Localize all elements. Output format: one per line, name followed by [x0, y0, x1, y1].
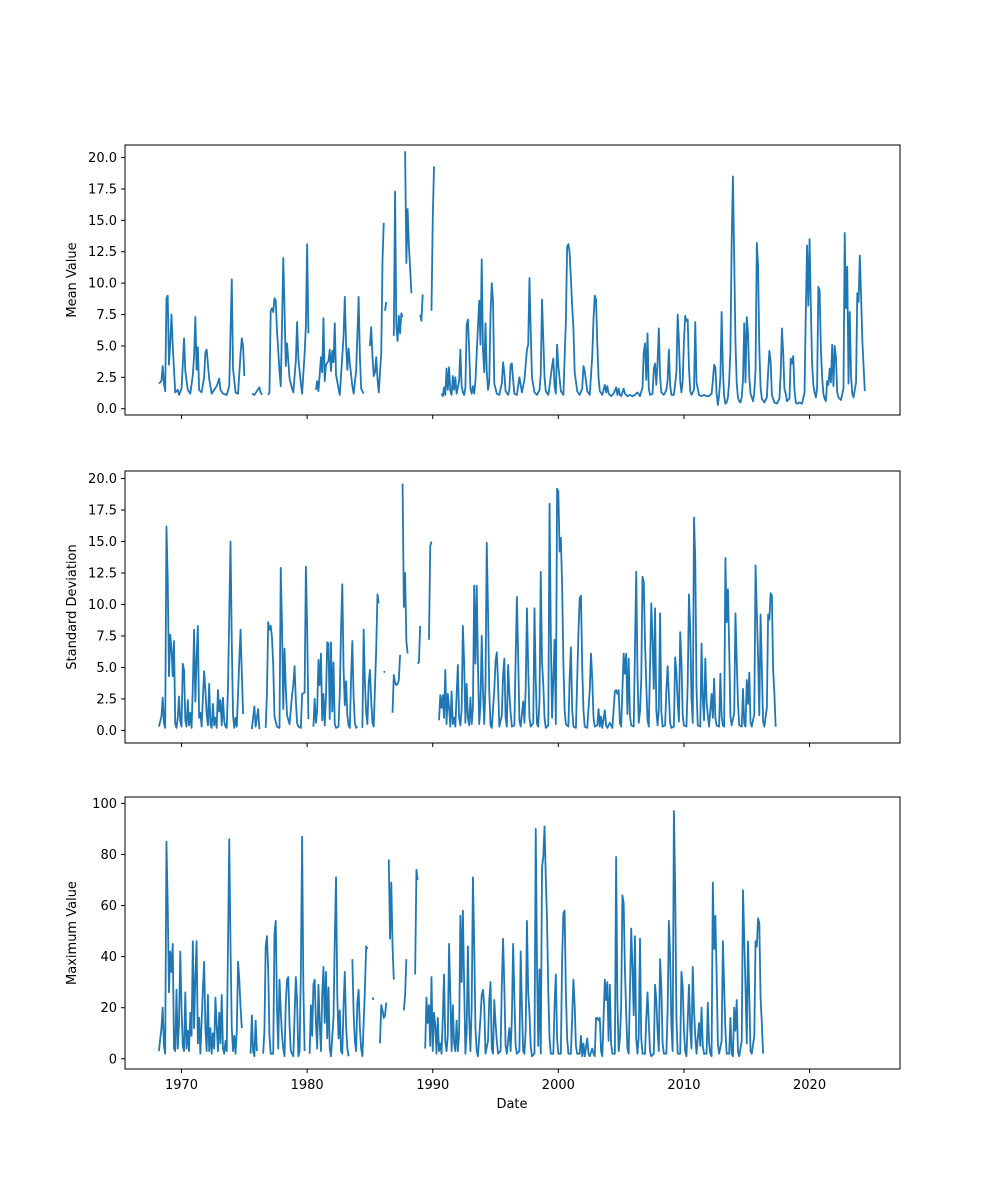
mean-value-y-tick-label: 15.0 — [88, 214, 117, 229]
mean-value-y-tick-label: 0.0 — [96, 402, 117, 417]
standard-deviation-series-line-segment — [250, 705, 261, 730]
standard-deviation-series-line-segment — [361, 593, 380, 728]
maximum-value-x-tick-label: 1970 — [165, 1078, 198, 1093]
maximum-value-x-tick-label: 2010 — [667, 1078, 700, 1093]
mean-value-series-line-segment — [430, 166, 435, 311]
mean-value-series — [158, 151, 866, 406]
x-axis-label: Date — [496, 1097, 527, 1112]
maximum-value-axes-frame — [124, 796, 901, 1070]
subplots: 0.0 2.5 5.0 7.5 10.0 12.5 15.0 17.5 20.0 Mean Val… — [65, 144, 901, 1093]
maximum-value-series-line-segment — [371, 997, 375, 1001]
standard-deviation-y-tick-label: 12.5 — [88, 567, 117, 582]
maximum-value-series-line-segment — [424, 810, 764, 1058]
maximum-value-x-tick-label: 1990 — [416, 1078, 449, 1093]
mean-value-series-line-segment — [419, 294, 424, 322]
mean-value-y-tick-label: 12.5 — [88, 245, 117, 260]
maximum-value-y-axis-label: Maximum Value — [65, 881, 80, 985]
standard-deviation-y-tick-label: 15.0 — [88, 535, 117, 550]
maximum-value-series — [158, 810, 764, 1058]
mean-value-axes-frame — [124, 144, 901, 416]
standard-deviation-series-line-segment — [383, 670, 386, 674]
mean-value-y-tick-label: 7.5 — [96, 308, 117, 323]
maximum-value-y-tick-label: 40 — [100, 950, 117, 965]
maximum-value-y-tick-label: 0 — [109, 1052, 117, 1067]
standard-deviation-series-line-segment — [417, 625, 422, 665]
mean-value-series-line-segment — [392, 190, 404, 342]
maximum-value-series-line-segment — [351, 945, 369, 1058]
mean-value-y-axis-label: Mean Value — [65, 242, 80, 317]
standard-deviation-y-tick-label: 0.0 — [96, 724, 117, 739]
standard-deviation-y-axis-label: Standard Deviation — [65, 544, 80, 669]
mean-value-series-line-segment — [369, 222, 385, 394]
mean-value-y-tick-label: 17.5 — [88, 182, 117, 197]
standard-deviation-y-tick-label: 20.0 — [88, 472, 117, 487]
mean-value-series-line-segment — [315, 296, 365, 396]
maximum-value-y-tick-label: 80 — [100, 848, 117, 863]
standard-deviation-y-tick-label: 10.0 — [88, 598, 117, 613]
standard-deviation-y-tick-label: 5.0 — [96, 661, 117, 676]
standard-deviation-axes-frame — [124, 470, 901, 744]
mean-value-y-tick-label: 20.0 — [88, 151, 117, 166]
maximum-value-series-line-segment — [402, 959, 408, 1011]
mean-value-series-line-segment — [384, 301, 388, 311]
standard-deviation-series-line-segment — [438, 487, 777, 729]
mean-value-panel: 0.0 2.5 5.0 7.5 10.0 12.5 15.0 17.5 20.0 Mean Val… — [65, 144, 901, 419]
maximum-value-series-line-segment — [249, 1014, 258, 1058]
maximum-value-series-line-segment — [379, 1002, 388, 1044]
standard-deviation-series-line-segment — [312, 583, 359, 729]
standard-deviation-panel: 0.0 2.5 5.0 7.5 10.0 12.5 15.0 17.5 20.0 Standard… — [65, 470, 901, 747]
standard-deviation-series-line-segment — [391, 654, 401, 713]
standard-deviation-series — [158, 483, 777, 730]
standard-deviation-y-tick-label: 7.5 — [96, 629, 117, 644]
mean-value-y-tick-label: 5.0 — [96, 339, 117, 354]
maximum-value-panel: 0 20 40 60 80 100 1970 1980 1990 2000 2010 2020 Maxi… — [65, 796, 901, 1093]
maximum-value-series-line-segment — [387, 859, 395, 980]
standard-deviation-y-tick-label: 17.5 — [88, 504, 117, 519]
maximum-value-x-tick-label: 2020 — [793, 1078, 826, 1093]
maximum-value-series-line-segment — [262, 835, 306, 1058]
mean-value-y-tick-label: 2.5 — [96, 371, 117, 386]
standard-deviation-series-line-segment — [428, 541, 433, 640]
maximum-value-y-tick-label: 60 — [100, 899, 117, 914]
maximum-value-y-tick-label: 100 — [92, 797, 117, 812]
maximum-value-x-tick-label: 2000 — [542, 1078, 575, 1093]
mean-value-series-line-segment — [267, 243, 310, 396]
mean-value-series-line-segment — [251, 386, 263, 396]
standard-deviation-series-line-segment — [264, 565, 310, 729]
maximum-value-series-line-segment — [414, 868, 419, 975]
mean-value-series-line-segment — [158, 278, 246, 396]
standard-deviation-y-tick-label: 2.5 — [96, 692, 117, 707]
maximum-value-series-line-segment — [158, 838, 243, 1055]
maximum-value-series-line-segment — [308, 876, 350, 1058]
maximum-value-y-tick-label: 20 — [100, 1001, 117, 1016]
standard-deviation-series-line-segment — [401, 483, 409, 654]
mean-value-series-line-segment — [404, 151, 413, 294]
mean-value-series-line-segment — [440, 175, 866, 406]
mean-value-y-tick-label: 10.0 — [88, 277, 117, 292]
maximum-value-x-tick-label: 1980 — [291, 1078, 324, 1093]
standard-deviation-series-line-segment — [158, 525, 244, 729]
